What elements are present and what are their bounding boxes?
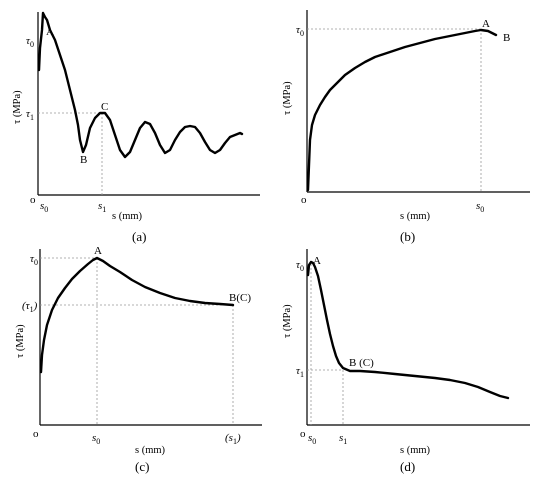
panel-c-origin-label: o [33, 428, 39, 440]
panel-c-point-bc: B(C) [229, 292, 251, 304]
panel-c-y-tick-t1: (τ1) [22, 300, 38, 314]
panel-b-x-axis-label: s (mm) [400, 211, 431, 222]
panel-d-point-a: A [313, 255, 321, 267]
panel-b-y-tick-t0: τ0 [296, 24, 304, 38]
panel-b-curve [306, 28, 498, 192]
panel-a-curve [37, 11, 244, 159]
panel-a-y-tick-t0: τ0 [26, 35, 34, 49]
panel-b-point-a: A [482, 18, 490, 30]
panel-d-y-tick-t0: τ0 [296, 259, 304, 273]
panel-d-x-tick-s1: s1 [339, 432, 347, 446]
panel-c-y-axis-label: τ (MPa) [15, 324, 26, 358]
panel-b-y-axis-label: τ (MPa) [282, 81, 293, 115]
panel-a: τ0 τ1 o s0 s1 A B C τ (MPa) s (mm) (a) [12, 11, 260, 244]
panel-d-caption: (d) [400, 459, 415, 474]
panel-a-origin-label: o [30, 194, 36, 206]
panel-c-point-a: A [94, 245, 102, 257]
panel-c-x-tick-s1: (s1) [225, 432, 241, 446]
panel-a-x-axis-label: s (mm) [112, 211, 143, 222]
panel-a-point-b: B [80, 154, 87, 166]
panel-c-y-tick-t0: τ0 [30, 253, 38, 267]
panel-a-point-c: C [101, 101, 108, 113]
panel-a-y-axis-label: τ (MPa) [12, 90, 23, 124]
panel-a-caption: (a) [132, 229, 146, 244]
panel-c-x-axis-label: s (mm) [135, 445, 166, 456]
panel-d-origin-label: o [300, 428, 306, 440]
panel-c-curve [39, 256, 235, 374]
panel-c-caption: (c) [135, 459, 149, 474]
panel-b-origin-label: o [301, 194, 307, 206]
panel-a-x-tick-s0: s0 [40, 200, 48, 214]
panel-b: τ0 o s0 A B τ (MPa) s (mm) (b) [282, 10, 530, 244]
panel-d-x-tick-s0: s0 [308, 432, 316, 446]
panel-d-x-axis-label: s (mm) [400, 445, 431, 456]
panel-d-y-tick-t1: τ1 [296, 365, 304, 379]
panel-b-x-tick-s0: s0 [476, 200, 484, 214]
panel-a-y-tick-t1: τ1 [26, 108, 34, 122]
panel-a-point-a: A [46, 26, 54, 38]
panel-a-x-tick-s1: s1 [98, 200, 106, 214]
panel-b-caption: (b) [400, 229, 415, 244]
panel-b-point-b: B [503, 32, 510, 44]
panel-c: τ0 (τ1) o s0 (s1) A B(C) τ (MPa) s (mm) … [15, 245, 262, 474]
panel-d-curve [306, 260, 510, 400]
panel-d-y-axis-label: τ (MPa) [282, 304, 293, 338]
panel-d: τ0 τ1 o s0 s1 A B (C) τ (MPa) s (mm) (d) [282, 249, 530, 474]
panel-d-point-bc: B (C) [349, 357, 374, 369]
panel-c-x-tick-s0: s0 [92, 432, 100, 446]
